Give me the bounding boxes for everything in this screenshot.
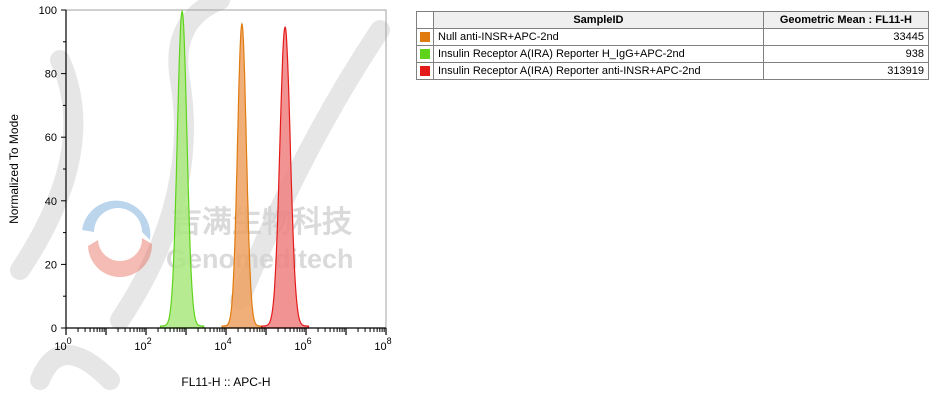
watermark-cn: 吉满生物科技 [172,206,352,239]
geo-mean-value: 938 [762,45,929,63]
x-tick-label: 104 [214,336,231,353]
y-tick-label: 0 [51,323,57,335]
y-tick-label: 80 [45,69,57,81]
sample-name: Insulin Receptor A(IRA) Reporter H_IgG+A… [433,45,764,63]
y-tick-label: 100 [39,5,57,17]
table-row[interactable]: Insulin Receptor A(IRA) Reporter anti-IN… [416,62,929,80]
plot-frame [65,9,387,329]
sample-table: SampleID Geometric Mean : FL11-H Null an… [416,11,929,80]
series-color-swatch [420,48,430,59]
y-axis-label: Normalized To Mode [7,114,21,224]
sample-table-header-swatch [416,11,434,29]
series-histogram [221,22,263,329]
geo-mean-header[interactable]: Geometric Mean : FL11-H [762,11,929,29]
y-axis-ticks: 0 20 40 60 80 100 [39,5,66,335]
watermark-arcs [10,0,390,390]
series-color-swatch [420,31,430,42]
watermark-en: Genomeditech [166,244,354,274]
geo-mean-value: 313919 [762,62,929,80]
y-tick-label: 60 [45,132,57,144]
sample-table-header: SampleID Geometric Mean : FL11-H [416,11,929,29]
series-histogram [261,25,310,329]
series-histogram [159,9,205,329]
x-axis-label: FL11-H :: APC-H [181,375,270,389]
x-tick-label: 108 [374,336,391,353]
sample-name: Null anti-INSR+APC-2nd [433,28,764,46]
y-tick-label: 40 [45,196,57,208]
x-tick-label: 102 [134,336,151,353]
series-layer [159,9,310,329]
sample-id-header[interactable]: SampleID [433,11,764,29]
table-row[interactable]: Null anti-INSR+APC-2nd 33445 [416,28,929,46]
x-tick-label: 106 [294,336,311,353]
geo-mean-value: 33445 [762,28,929,46]
x-tick-label: 100 [54,336,71,353]
y-tick-label: 20 [45,259,57,271]
series-color-swatch [420,65,430,76]
table-row[interactable]: Insulin Receptor A(IRA) Reporter H_IgG+A… [416,45,929,63]
watermark-logo [82,200,153,278]
sample-name: Insulin Receptor A(IRA) Reporter anti-IN… [433,62,764,80]
x-axis-ticks: 100 102 104 106 108 [54,328,392,353]
